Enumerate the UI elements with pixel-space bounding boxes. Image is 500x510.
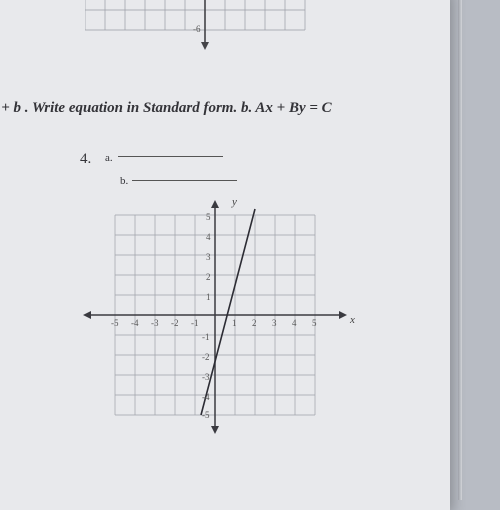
y-axis-label: y [232, 196, 237, 208]
top-grid-svg: -4 -6 [85, 0, 315, 55]
svg-text:2: 2 [252, 318, 257, 328]
svg-text:-2: -2 [202, 352, 210, 362]
svg-text:-2: -2 [171, 318, 179, 328]
svg-text:1: 1 [206, 292, 211, 302]
problem-4: 4. a. b. [80, 150, 91, 168]
svg-text:2: 2 [206, 272, 211, 282]
svg-text:-5: -5 [111, 318, 119, 328]
svg-text:-1: -1 [191, 318, 199, 328]
problem-number: 4. [80, 151, 91, 167]
svg-text:4: 4 [292, 318, 297, 328]
svg-text:-1: -1 [202, 332, 210, 342]
coordinate-graph: y x [75, 200, 335, 460]
svg-text:4: 4 [206, 232, 211, 242]
svg-text:-4: -4 [131, 318, 139, 328]
graph-svg: -5 -4 -3 -2 -1 1 2 3 4 5 5 4 3 2 1 -1 -2 [75, 200, 355, 445]
top-grid-fragment: -4 -6 [85, 0, 315, 55]
svg-text:1: 1 [232, 318, 237, 328]
svg-text:3: 3 [272, 318, 277, 328]
part-a-label: a. [105, 152, 113, 164]
instruction-text: x + b . Write equation in Standard form.… [0, 100, 332, 117]
blank-line-b [132, 180, 237, 181]
svg-text:-5: -5 [202, 410, 210, 420]
svg-text:3: 3 [206, 252, 211, 262]
svg-text:5: 5 [312, 318, 317, 328]
svg-text:-3: -3 [202, 372, 210, 382]
svg-text:-3: -3 [151, 318, 159, 328]
svg-text:5: 5 [206, 212, 211, 222]
svg-text:-4: -4 [202, 392, 210, 402]
worksheet-page: -4 -6 x + b . Write equation in Standard… [0, 0, 450, 510]
part-b-label: b. [120, 175, 128, 187]
x-axis-label: x [350, 314, 355, 326]
page-edge-shadow [458, 0, 462, 500]
svg-text:-6: -6 [193, 24, 201, 34]
blank-line-a [118, 156, 223, 157]
